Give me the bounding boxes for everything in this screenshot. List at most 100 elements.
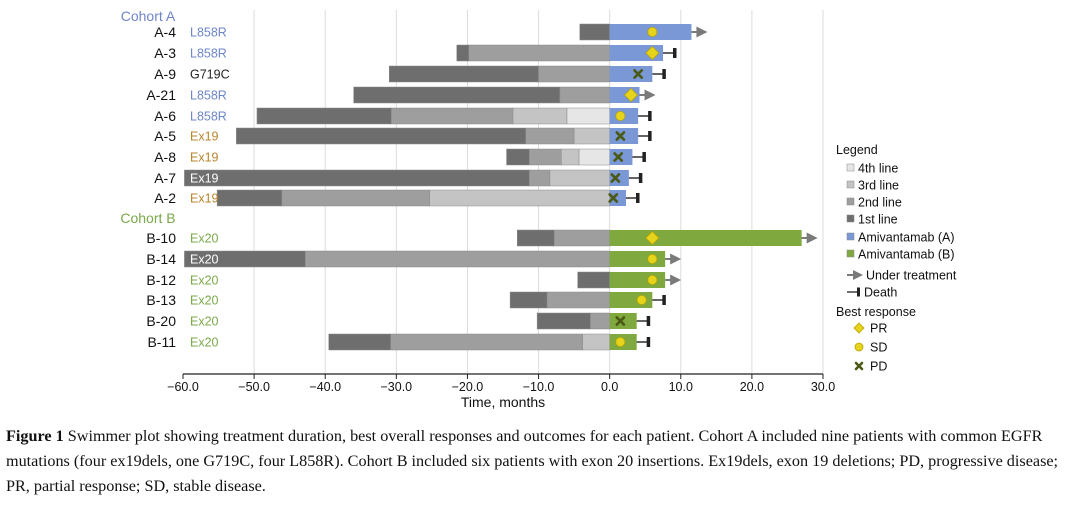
- legend-response-label: PD: [870, 360, 887, 374]
- bar-line-4-A-6: [566, 107, 610, 125]
- mutation-label: Ex20: [190, 253, 219, 267]
- legend-item-label: 2nd line: [858, 196, 902, 210]
- x-tick-label: −30.0: [381, 380, 413, 394]
- response-pr-marker: [645, 230, 660, 246]
- patient-id-label: A-21: [146, 87, 176, 103]
- caption-label: Figure 1: [6, 427, 64, 445]
- bar-line-1-B-20: [536, 312, 591, 330]
- response-sd-marker: [615, 111, 626, 122]
- bar-line-1-A-4: [579, 23, 610, 41]
- row-labels: Cohort A Cohort B A-4 L858R A-3 L858R A-9 G719C…: [120, 8, 229, 350]
- mutation-label: L858R: [190, 47, 227, 61]
- patient-id-label: B-11: [147, 334, 176, 350]
- legend-item-label: Amivantamab (A): [858, 231, 955, 245]
- legend-pd-icon: [854, 361, 864, 371]
- patient-id-label: A-3: [154, 45, 176, 61]
- death-marker: [652, 69, 666, 79]
- under-treatment-arrow: [639, 89, 656, 101]
- bar-amivantamab-A-5: [609, 128, 639, 144]
- death-tick: [662, 69, 666, 79]
- response-sd-marker: [647, 253, 658, 264]
- bar-amivantamab-A-9: [609, 66, 653, 82]
- patient-id-label: B-10: [146, 230, 176, 246]
- legend-arrow-icon: [853, 270, 863, 280]
- x-tick-label: −10.0: [523, 380, 555, 394]
- patient-id-label: B-13: [146, 292, 176, 308]
- bar-amivantamab-A-2: [609, 190, 627, 206]
- legend-death-icon: [857, 287, 860, 297]
- bar-line-2-B-11: [390, 333, 583, 351]
- bar-line-1-B-11: [328, 333, 391, 351]
- cohort-label: Cohort B: [120, 210, 175, 226]
- bar-line-1-A-3: [456, 44, 470, 62]
- death-tick: [636, 193, 640, 203]
- bar-line-1-A-2: [216, 189, 283, 207]
- markers: [608, 26, 818, 347]
- bar-line-2-A-9: [538, 65, 610, 83]
- under-treatment-arrow: [665, 253, 682, 265]
- mutation-label: L858R: [190, 89, 227, 103]
- x-tick-label: 30.0: [811, 380, 835, 394]
- legend-swatch: [846, 214, 855, 223]
- response-pd-marker: [615, 316, 626, 326]
- patient-id-label: A-7: [154, 170, 176, 186]
- bar-line-2-A-8: [529, 148, 562, 166]
- bar-line-3-A-8: [561, 148, 580, 166]
- x-tick-label: 10.0: [669, 380, 693, 394]
- x-axis-title: Time, months: [461, 394, 545, 410]
- legend-item-label: Death: [864, 286, 897, 300]
- bar-line-2-A-6: [391, 107, 514, 125]
- bar-line-1-A-7: [184, 169, 530, 187]
- bar-line-2-B-13: [546, 291, 610, 309]
- death-marker: [652, 295, 666, 305]
- bar-line-4-A-8: [578, 148, 610, 166]
- death-tick: [673, 48, 677, 58]
- under-treatment-arrow: [691, 26, 708, 38]
- legend-response-label: SD: [870, 341, 887, 355]
- death-tick: [648, 131, 652, 141]
- mutation-label: Ex19: [190, 192, 219, 206]
- bar-line-1-A-21: [353, 86, 561, 104]
- mutation-label: Ex20: [190, 294, 219, 308]
- response-pd-marker: [633, 69, 644, 79]
- patient-id-label: B-12: [146, 272, 176, 288]
- death-marker: [632, 152, 646, 162]
- patient-id-label: A-6: [154, 108, 176, 124]
- x-tick-label: −60.0: [167, 380, 199, 394]
- caption-text: Swimmer plot showing treatment duration,…: [6, 427, 1059, 495]
- bar-amivantamab-A-7: [609, 170, 629, 186]
- death-tick: [646, 337, 651, 347]
- death-marker: [626, 193, 640, 203]
- bar-line-1-B-13: [509, 291, 548, 309]
- response-sd-marker: [615, 336, 626, 347]
- patient-id-label: A-2: [154, 190, 176, 206]
- legend-swatch: [846, 197, 855, 206]
- bar-line-3-A-7: [549, 169, 610, 187]
- legend-item-label: 1st line: [858, 213, 898, 227]
- bar-line-2-A-2: [281, 189, 431, 207]
- response-pd-marker: [608, 193, 619, 203]
- bar-line-1-B-12: [577, 271, 610, 289]
- legend-response-label: PR: [870, 322, 887, 336]
- bar-amivantamab-B-20: [609, 313, 637, 329]
- death-marker: [638, 131, 652, 141]
- bar-amivantamab-B-10: [609, 230, 802, 246]
- response-pr-marker: [645, 45, 660, 61]
- legend-swatch: [846, 249, 855, 258]
- arrow-head: [670, 274, 682, 286]
- bar-line-3-A-5: [573, 127, 610, 145]
- legend-item-label: Amivantamab (B): [858, 248, 955, 262]
- bar-line-1-A-8: [506, 148, 530, 166]
- response-pr-marker: [623, 87, 639, 103]
- bar-line-2-A-21: [559, 86, 610, 104]
- bar-line-2-B-10: [553, 229, 610, 247]
- bar-line-1-A-9: [388, 65, 539, 83]
- under-treatment-arrow: [801, 232, 818, 244]
- bar-line-2-B-14: [305, 250, 610, 268]
- cohort-label: Cohort A: [121, 8, 176, 24]
- bar-amivantamab-A-8: [609, 149, 633, 165]
- x-tick-label: 20.0: [740, 380, 764, 394]
- x-axis: −60.0 −50.0 −40.0 −30.0 −20.0 −10.0 0.0 10.0 20.…: [167, 373, 835, 410]
- death-marker: [636, 337, 651, 347]
- response-pd-marker: [613, 152, 624, 162]
